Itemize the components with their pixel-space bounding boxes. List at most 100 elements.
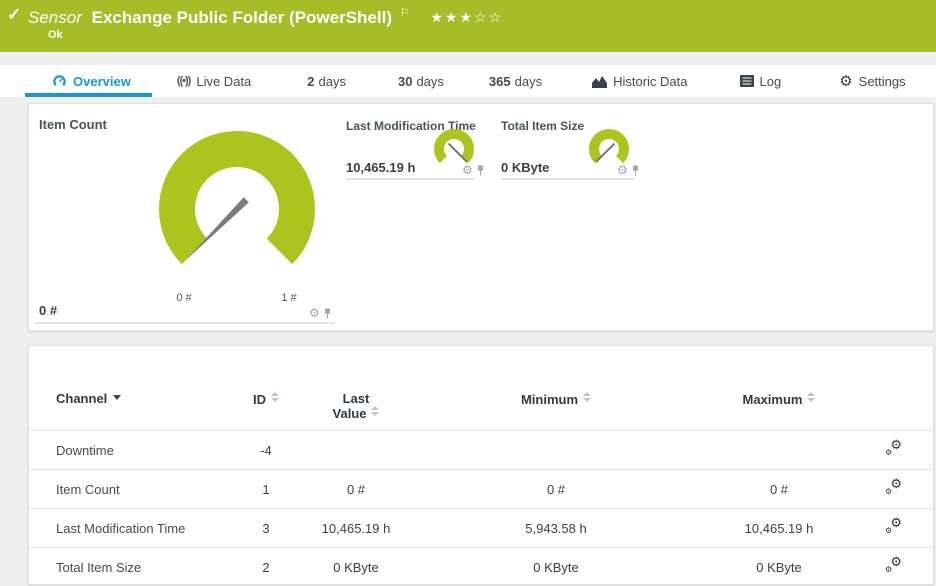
tab-2-days-label: days xyxy=(319,74,346,89)
divider xyxy=(346,160,474,180)
tab-365-days[interactable]: 365 days xyxy=(489,74,542,89)
tab-2-days-number: 2 xyxy=(307,74,314,89)
channel-id: 2 xyxy=(226,548,306,586)
channel-settings-gears-icon[interactable]: ⚙⚙ xyxy=(885,558,902,573)
gauge-settings-gear-icon[interactable]: ⚙ xyxy=(462,164,473,176)
priority-stars[interactable]: ★★★☆☆ xyxy=(430,9,503,25)
tab-bar: Overview ((•)) Live Data 2 days 30 days … xyxy=(0,65,936,97)
channel-name: Total Item Size xyxy=(29,548,226,586)
sensor-status-text: Ok xyxy=(48,29,63,41)
sort-icon xyxy=(583,392,591,402)
tab-30-days[interactable]: 30 days xyxy=(398,74,444,89)
table-row-downtime: Downtime -4 ⚙⚙ xyxy=(29,431,935,470)
gauge-scale-min: 0 # xyxy=(164,292,204,304)
column-header-value-label: Value xyxy=(333,406,367,421)
channel-minimum: 0 KByte xyxy=(406,548,706,586)
channel-minimum xyxy=(406,431,706,470)
channel-settings-gears-icon[interactable]: ⚙⚙ xyxy=(885,441,902,456)
channel-settings-gears-icon[interactable]: ⚙⚙ xyxy=(885,480,902,495)
gauge-actions: ⚙ xyxy=(309,307,332,319)
status-ok-check-icon: ✓ xyxy=(7,5,21,25)
sort-icon xyxy=(807,392,815,402)
gauge-title-total-item-size: Total Item Size xyxy=(501,119,584,133)
channel-name: Last Modification Time xyxy=(29,509,226,548)
gauge-scale-max: 1 # xyxy=(269,292,309,304)
table-row-last-modification-time: Last Modification Time 3 10,465.19 h 5,9… xyxy=(29,509,935,548)
column-header-maximum-label: Maximum xyxy=(743,392,803,407)
broadcast-icon: ((•)) xyxy=(177,75,191,87)
sort-icon xyxy=(271,392,279,402)
channel-id: 1 xyxy=(226,470,306,509)
stars-empty: ☆☆ xyxy=(474,9,503,25)
tab-30-days-number: 30 xyxy=(398,74,412,89)
tab-overview-label: Overview xyxy=(73,74,131,89)
tab-365-days-number: 365 xyxy=(489,74,511,89)
channel-name: Downtime xyxy=(29,431,226,470)
tab-settings-label: Settings xyxy=(859,74,906,89)
object-kind-label: Sensor xyxy=(28,8,82,27)
table-row-total-item-size: Total Item Size 2 0 KByte 0 KByte 0 KByt… xyxy=(29,548,935,586)
channel-minimum: 5,943.58 h xyxy=(406,509,706,548)
tab-live-data[interactable]: ((•)) Live Data xyxy=(177,74,251,89)
tab-30-days-label: days xyxy=(416,74,443,89)
sensor-header: ✓ Sensor Exchange Public Folder (PowerSh… xyxy=(0,0,936,52)
column-header-id-label: ID xyxy=(253,392,266,407)
channel-minimum: 0 # xyxy=(406,470,706,509)
tab-365-days-label: days xyxy=(515,74,542,89)
gauge-actions: ⚙ xyxy=(462,164,485,176)
gauge-title-item-count: Item Count xyxy=(39,117,107,132)
column-header-last-label: Last xyxy=(343,391,370,406)
item-count-gauge xyxy=(151,130,323,270)
sort-desc-icon xyxy=(113,395,121,400)
gauge-settings-gear-icon[interactable]: ⚙ xyxy=(309,307,320,319)
sort-icon xyxy=(371,406,379,416)
column-header-channel-label: Channel xyxy=(56,391,107,406)
tab-log[interactable]: Log xyxy=(740,74,782,89)
gear-icon: ⚙ xyxy=(839,74,852,89)
log-list-icon xyxy=(740,75,754,87)
channel-id: -4 xyxy=(226,431,306,470)
column-header-maximum[interactable]: Maximum xyxy=(706,346,852,431)
gauge-settings-gear-icon[interactable]: ⚙ xyxy=(617,164,628,176)
column-header-minimum[interactable]: Minimum xyxy=(406,346,706,431)
channel-last-value: 10,465.19 h xyxy=(306,509,406,548)
channel-maximum: 10,465.19 h xyxy=(706,509,852,548)
gauges-panel: Item Count 0 # 1 # 0 # ⚙ Last Modificati… xyxy=(28,103,934,331)
column-header-minimum-label: Minimum xyxy=(521,392,578,407)
pin-icon[interactable] xyxy=(476,165,485,176)
channel-id: 3 xyxy=(226,509,306,548)
channel-settings-gears-icon[interactable]: ⚙⚙ xyxy=(885,519,902,534)
tab-2-days[interactable]: 2 days xyxy=(307,74,346,89)
tab-live-data-label: Live Data xyxy=(196,74,251,89)
channel-maximum: 0 # xyxy=(706,470,852,509)
flag-icon[interactable]: ⚐ xyxy=(400,7,410,19)
table-row-item-count: Item Count 1 0 # 0 # 0 # ⚙⚙ xyxy=(29,470,935,509)
channel-last-value: 0 # xyxy=(306,470,406,509)
historic-chart-icon xyxy=(592,75,607,88)
gauge-icon xyxy=(52,74,67,89)
sensor-title: Exchange Public Folder (PowerShell) xyxy=(92,8,392,27)
stars-filled: ★★★ xyxy=(430,9,474,25)
column-header-actions xyxy=(852,346,935,431)
channel-last-value: 0 KByte xyxy=(306,548,406,586)
tab-overview[interactable]: Overview xyxy=(52,74,131,89)
column-header-id[interactable]: ID xyxy=(226,346,306,431)
pin-icon[interactable] xyxy=(631,165,640,176)
tab-settings[interactable]: ⚙ Settings xyxy=(839,74,905,89)
tab-historic-data[interactable]: Historic Data xyxy=(592,74,687,89)
divider xyxy=(35,304,335,324)
channel-name: Item Count xyxy=(29,470,226,509)
channel-maximum xyxy=(706,431,852,470)
channel-last-value xyxy=(306,431,406,470)
column-header-channel[interactable]: Channel xyxy=(29,346,226,431)
channel-maximum: 0 KByte xyxy=(706,548,852,586)
header-gap xyxy=(0,52,936,65)
pin-icon[interactable] xyxy=(323,308,332,319)
tab-historic-data-label: Historic Data xyxy=(613,74,687,89)
active-tab-underline xyxy=(25,93,152,97)
gauge-actions: ⚙ xyxy=(617,164,640,176)
